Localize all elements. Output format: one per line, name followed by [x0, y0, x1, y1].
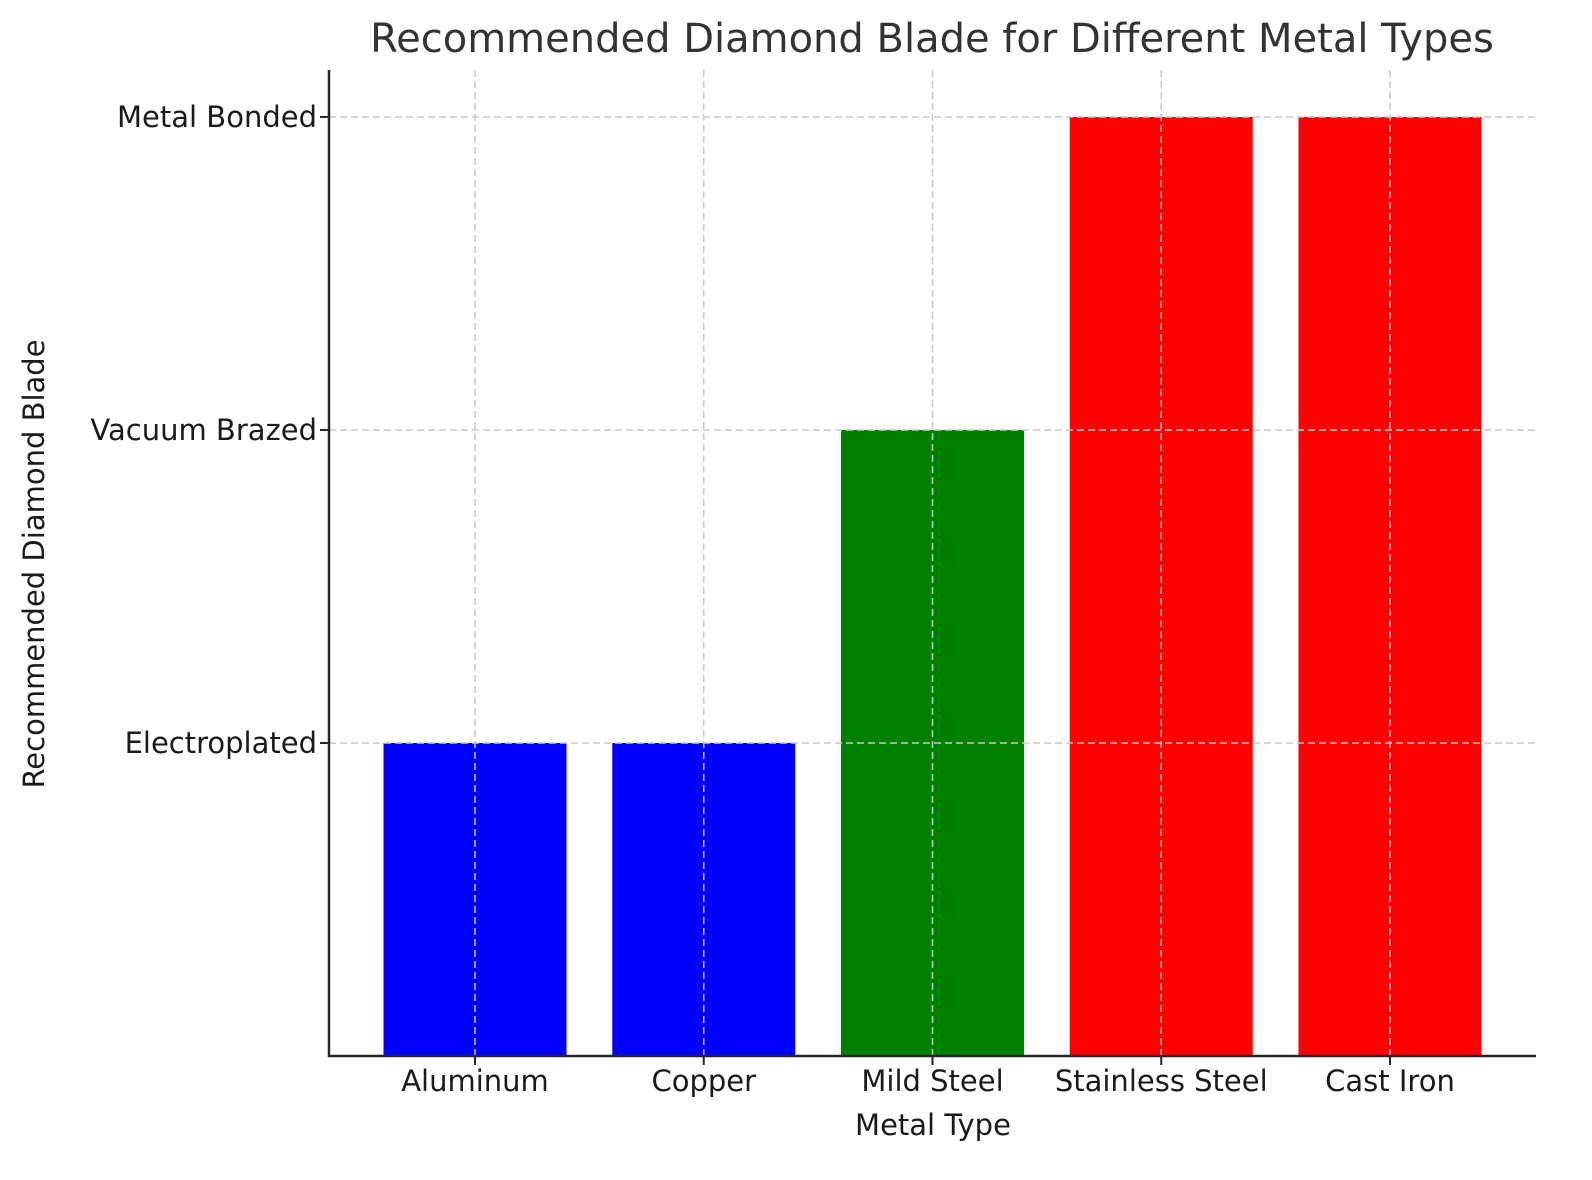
- y-axis-label: Recommended Diamond Blade: [17, 339, 51, 788]
- x-tick-label: Stainless Steel: [1055, 1064, 1268, 1098]
- gridlines: [329, 70, 1536, 1056]
- x-tick-label: Cast Iron: [1325, 1064, 1455, 1098]
- x-axis-label: Metal Type: [855, 1108, 1011, 1142]
- y-tick-label: Vacuum Brazed: [90, 413, 317, 447]
- y-tick-label: Electroplated: [125, 726, 317, 760]
- x-tick-label: Mild Steel: [861, 1064, 1003, 1098]
- x-axis-ticks: Aluminum Copper Mild Steel Stainless Steel C…: [401, 1056, 1455, 1098]
- y-axis-ticks: Electroplated Vacuum Brazed Metal Bonded: [90, 100, 329, 760]
- chart-title: Recommended Diamond Blade for Different …: [370, 16, 1494, 62]
- y-tick-label: Metal Bonded: [117, 100, 317, 134]
- x-tick-label: Aluminum: [401, 1064, 549, 1098]
- x-tick-label: Copper: [651, 1064, 756, 1098]
